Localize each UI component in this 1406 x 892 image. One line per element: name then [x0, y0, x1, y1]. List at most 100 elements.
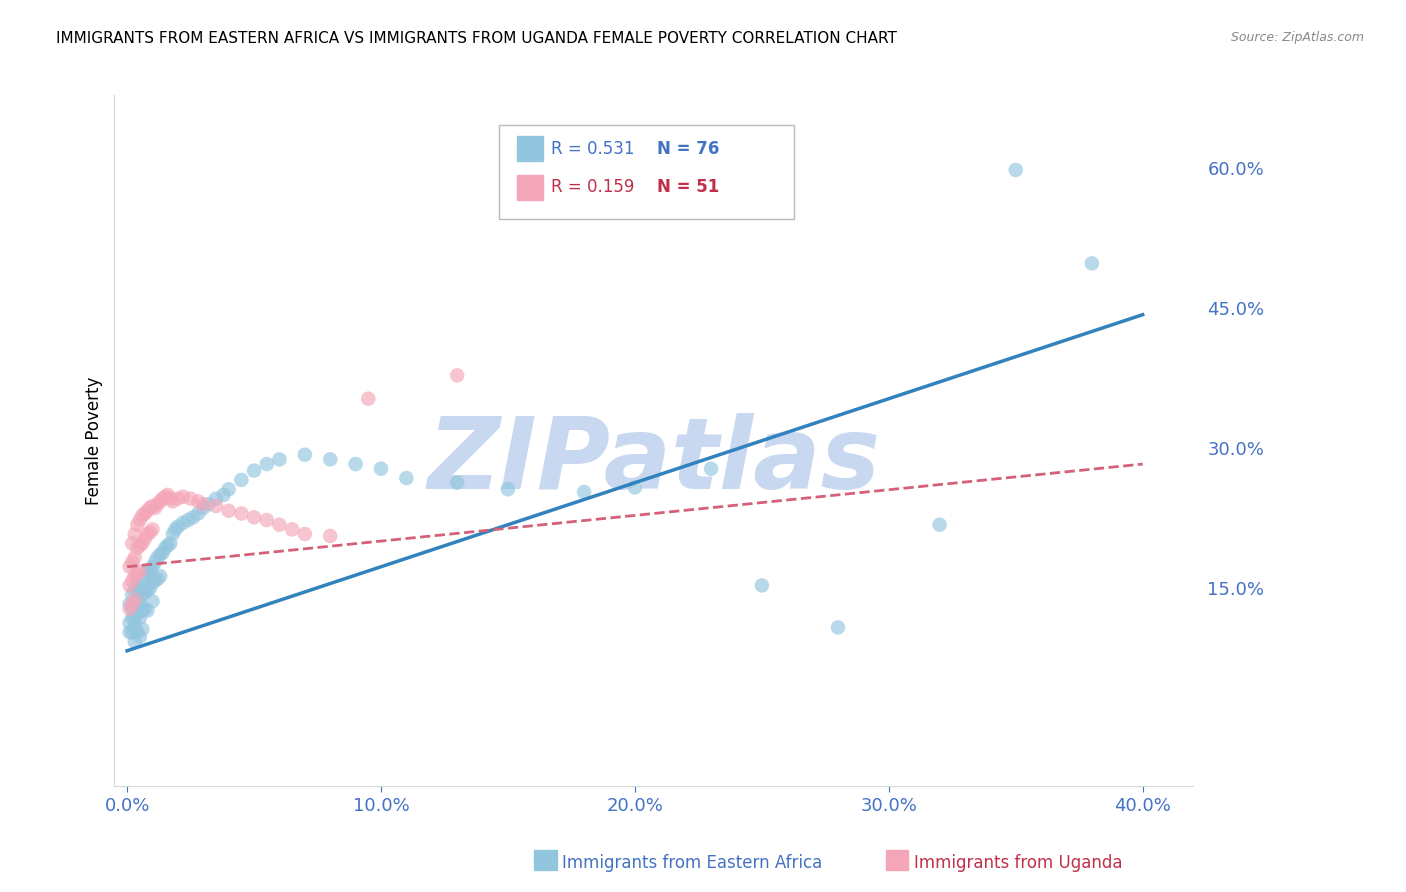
Y-axis label: Female Poverty: Female Poverty	[86, 376, 103, 505]
Point	[928, 517, 950, 532]
Point	[143, 574, 166, 588]
Point	[118, 615, 141, 630]
Point	[118, 601, 141, 615]
Point	[181, 510, 204, 524]
Point	[159, 536, 181, 550]
Point	[319, 529, 342, 543]
Point	[121, 601, 143, 615]
Point	[131, 508, 153, 523]
Point	[139, 563, 162, 577]
Point	[139, 581, 162, 595]
Point	[212, 488, 235, 502]
Point	[124, 583, 146, 598]
Point	[446, 368, 468, 383]
Point	[128, 583, 150, 598]
Point	[1004, 163, 1026, 178]
Point	[218, 504, 240, 518]
Point	[167, 519, 190, 533]
Point	[121, 536, 143, 550]
Point	[446, 475, 468, 490]
Point	[118, 559, 141, 574]
Point	[136, 504, 159, 518]
Point	[344, 457, 367, 471]
Point	[121, 588, 143, 602]
Point	[243, 464, 266, 478]
Point	[131, 622, 153, 636]
Point	[128, 611, 150, 625]
Point	[124, 597, 146, 611]
Point	[167, 491, 190, 506]
Point	[153, 490, 176, 504]
Point	[751, 578, 773, 592]
Point	[141, 559, 163, 574]
Point	[128, 630, 150, 644]
Point	[700, 461, 723, 475]
Point	[118, 625, 141, 640]
Point	[124, 527, 146, 541]
Point	[205, 499, 228, 513]
Point	[256, 457, 278, 471]
Point	[127, 517, 149, 532]
Point	[187, 494, 209, 508]
Text: R = 0.159: R = 0.159	[551, 178, 634, 196]
Text: 15.0%: 15.0%	[1208, 581, 1264, 599]
Point	[141, 523, 163, 537]
Point	[256, 513, 278, 527]
Point	[269, 517, 291, 532]
Point	[134, 569, 156, 583]
Point	[136, 527, 159, 541]
Point	[143, 500, 166, 515]
Point	[187, 507, 209, 521]
Point	[172, 490, 194, 504]
Point	[193, 497, 215, 511]
Point	[134, 585, 156, 599]
Point	[165, 523, 187, 537]
Text: 60.0%: 60.0%	[1208, 161, 1264, 179]
Point	[131, 588, 153, 602]
Point	[124, 569, 146, 583]
Point	[143, 555, 166, 569]
Point	[205, 491, 228, 506]
Point	[121, 625, 143, 640]
Point	[118, 597, 141, 611]
Point	[162, 527, 184, 541]
Point	[294, 527, 316, 541]
Point	[624, 480, 647, 494]
Point	[136, 583, 159, 598]
Point	[131, 536, 153, 550]
Point	[134, 532, 156, 546]
Point	[180, 491, 202, 506]
Point	[127, 541, 149, 555]
Point	[149, 569, 172, 583]
Point	[294, 448, 316, 462]
Point	[128, 538, 150, 552]
Point	[128, 597, 150, 611]
Point	[177, 513, 200, 527]
Text: Immigrants from Eastern Africa: Immigrants from Eastern Africa	[562, 854, 823, 871]
Point	[231, 507, 253, 521]
Point	[146, 572, 169, 586]
Point	[152, 546, 174, 560]
Point	[152, 491, 174, 506]
Point	[136, 565, 159, 579]
Point	[121, 574, 143, 588]
Point	[134, 507, 156, 521]
Text: 30.0%: 30.0%	[1208, 441, 1264, 459]
Point	[357, 392, 380, 406]
Point	[153, 541, 176, 555]
Text: R = 0.531: R = 0.531	[551, 140, 634, 158]
Point	[131, 604, 153, 618]
Point	[124, 550, 146, 565]
Point	[139, 525, 162, 540]
Text: N = 76: N = 76	[657, 140, 718, 158]
Point	[162, 494, 184, 508]
Point	[121, 597, 143, 611]
Point	[141, 499, 163, 513]
Point	[127, 625, 149, 640]
Point	[197, 497, 219, 511]
Point	[218, 482, 240, 496]
Point	[127, 566, 149, 581]
Point	[141, 594, 163, 608]
Point	[127, 592, 149, 607]
Point	[124, 592, 146, 607]
